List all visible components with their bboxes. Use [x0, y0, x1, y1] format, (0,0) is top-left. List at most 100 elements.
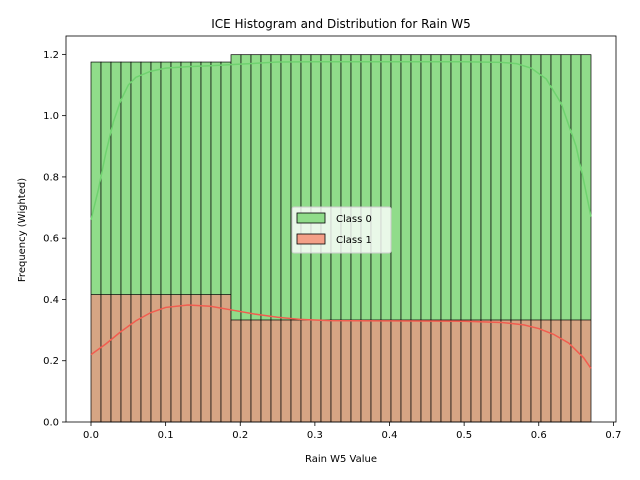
bar-class-1	[181, 294, 191, 422]
x-tick-label: 0.6	[531, 430, 547, 441]
bar-class-0	[391, 54, 401, 320]
bar-class-0	[231, 54, 241, 320]
bar-class-1	[321, 319, 331, 422]
y-tick-label: 0.0	[43, 418, 59, 429]
bar-class-0	[411, 54, 421, 320]
bar-class-1	[541, 319, 551, 422]
y-tick-label: 1.2	[43, 50, 59, 61]
bar-class-0	[361, 54, 371, 320]
bar-class-1	[461, 319, 471, 422]
x-tick-label: 0.4	[382, 430, 398, 441]
bar-class-1	[401, 319, 411, 422]
bar-class-0	[181, 62, 191, 295]
bar-class-0	[511, 54, 521, 320]
bar-class-1	[331, 319, 341, 422]
y-tick-label: 0.8	[43, 172, 59, 183]
bar-class-1	[431, 319, 441, 422]
y-tick-label: 0.2	[43, 356, 59, 367]
bar-class-0	[191, 62, 201, 295]
bar-class-1	[161, 294, 171, 422]
bar-class-0	[101, 62, 111, 295]
bar-class-1	[351, 319, 361, 422]
bar-class-0	[271, 54, 281, 320]
bar-class-1	[121, 294, 131, 422]
bar-class-1	[501, 319, 511, 422]
bar-class-0	[421, 54, 431, 320]
bar-class-0	[161, 62, 171, 295]
bar-class-0	[251, 54, 261, 320]
bar-class-1	[291, 319, 301, 422]
bar-class-0	[241, 54, 251, 320]
bar-class-0	[531, 54, 541, 320]
bar-class-0	[431, 54, 441, 320]
bar-class-0	[441, 54, 451, 320]
x-tick-label: 0.1	[158, 430, 174, 441]
legend-label-class-0: Class 0	[336, 214, 372, 225]
bar-class-0	[301, 54, 311, 320]
bar-class-1	[361, 319, 371, 422]
y-axis-label: Frequency (Wighted)	[17, 178, 28, 282]
bar-class-1	[91, 294, 101, 422]
bar-class-0	[451, 54, 461, 320]
bar-class-0	[141, 62, 151, 295]
x-tick-label: 0.3	[307, 430, 323, 441]
plot-area: 0.0 0.1 0.2 0.3 0.4 0.5 0.6 0.7 0.0 0.2 0.4 0.6 0.8 1…	[43, 35, 621, 441]
bar-class-1	[411, 319, 421, 422]
bar-class-1	[241, 319, 251, 422]
bar-class-1	[191, 294, 201, 422]
bar-class-1	[491, 319, 501, 422]
bar-class-1	[371, 319, 381, 422]
x-tick-label: 0.7	[605, 430, 621, 441]
x-axis-label: Rain W5 Value	[305, 454, 377, 465]
bar-class-1	[531, 319, 541, 422]
bar-class-0	[481, 54, 491, 320]
axes-frame	[65, 35, 617, 423]
bar-class-1	[391, 319, 401, 422]
kde-line-class-0	[90, 60, 592, 220]
bar-class-0	[341, 54, 351, 320]
bar-class-0	[221, 62, 231, 295]
x-tick-label: 0.5	[456, 430, 472, 441]
y-tick-label: 1.0	[43, 111, 59, 122]
bar-class-1	[201, 294, 211, 422]
bar-class-0	[151, 62, 161, 295]
bar-class-1	[211, 294, 221, 422]
bar-class-0	[371, 54, 381, 320]
y-tick-label: 0.6	[43, 234, 59, 245]
bar-class-1	[261, 319, 271, 422]
bar-class-1	[441, 319, 451, 422]
bar-class-0	[541, 54, 551, 320]
chart-title: ICE Histogram and Distribution for Rain …	[211, 17, 471, 31]
bar-class-0	[291, 54, 301, 320]
bar-class-1	[271, 319, 281, 422]
bar-class-0	[401, 54, 411, 320]
bar-class-0	[261, 54, 271, 320]
bar-class-0	[171, 62, 181, 295]
bar-class-0	[131, 62, 141, 295]
bar-class-0	[311, 54, 321, 320]
legend-swatch-class-0	[296, 212, 326, 224]
bar-class-0	[351, 54, 361, 320]
bar-class-0	[501, 54, 511, 320]
bar-class-1	[571, 319, 581, 422]
bar-class-0	[571, 54, 581, 320]
x-tick-label: 0.2	[232, 430, 248, 441]
bar-class-0	[121, 62, 131, 295]
bar-class-0	[521, 54, 531, 320]
bar-class-1	[481, 319, 491, 422]
kde-line-class-1	[90, 304, 592, 369]
bar-class-0	[111, 62, 121, 295]
bar-class-1	[511, 319, 521, 422]
bar-class-1	[231, 319, 241, 422]
bar-class-1	[251, 319, 261, 422]
bar-class-0	[461, 54, 471, 320]
legend-label-class-1: Class 1	[336, 235, 372, 246]
bar-class-0	[381, 54, 391, 320]
x-tick-label: 0.0	[83, 430, 99, 441]
bar-class-0	[321, 54, 331, 320]
bar-class-1	[521, 319, 531, 422]
bar-class-0	[551, 54, 561, 320]
bar-class-1	[111, 294, 121, 422]
bar-class-1	[281, 319, 291, 422]
bar-class-1	[421, 319, 431, 422]
